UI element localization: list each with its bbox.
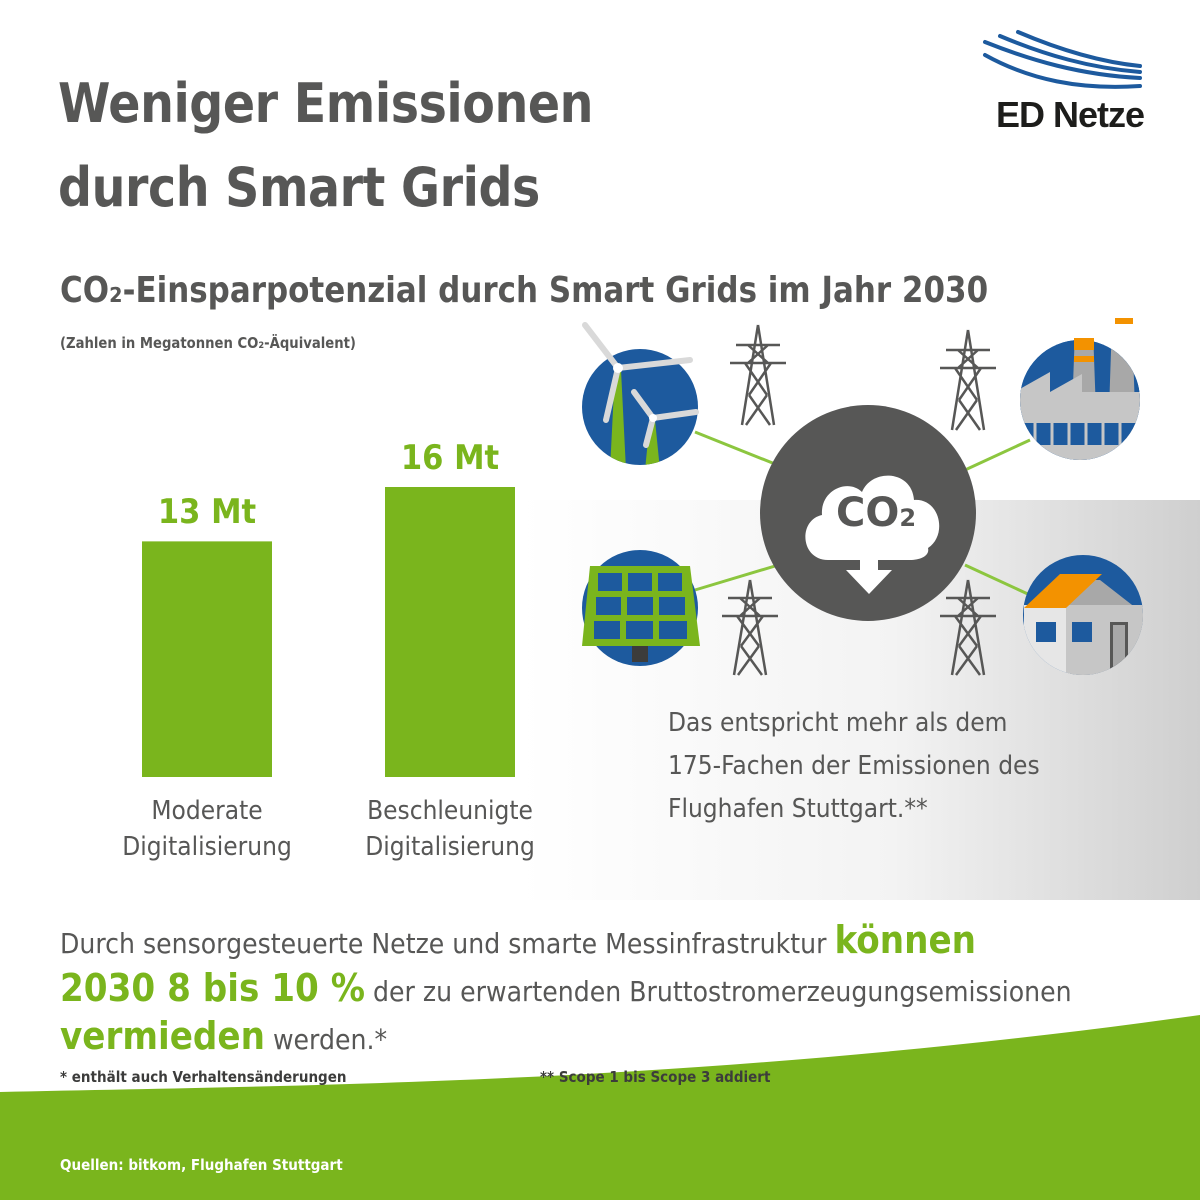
bar-category-label-1: Beschleunigte Digitalisierung <box>365 796 535 862</box>
logo-text: ED Netze <box>996 94 1145 135</box>
bar-value-label-0: 13 Mt <box>157 492 257 532</box>
green-footer-wave <box>0 1015 1200 1200</box>
logo-swoosh-icon <box>983 30 1142 89</box>
chart-title: CO₂-Einsparpotenzial durch Smart Grids i… <box>60 270 989 311</box>
pylon-icon <box>722 324 996 676</box>
wind-turbine-icon <box>582 322 699 465</box>
chart-subtitle: (Zahlen in Megatonnen CO₂-Äquivalent) <box>60 334 356 352</box>
footnote-1: * enthält auch Verhaltensänderungen <box>60 1068 347 1086</box>
page-title-line1: Weniger Emissionen <box>58 72 594 135</box>
page-title-line2: durch Smart Grids <box>58 156 540 219</box>
bar-chart <box>142 487 515 777</box>
footnote-2: ** Scope 1 bis Scope 3 addiert <box>540 1068 771 1086</box>
bar-value-label-1: 16 Mt <box>400 438 500 478</box>
info-text: Das entspricht mehr als dem 175-Fachen d… <box>668 708 1040 824</box>
bar-0 <box>142 541 272 777</box>
bar-1 <box>385 487 515 777</box>
sources-text: Quellen: bitkom, Flughafen Stuttgart <box>60 1156 343 1174</box>
co2-label: CO2 <box>836 490 917 536</box>
co2-cloud-icon <box>760 405 976 621</box>
factory-icon <box>1020 318 1140 460</box>
summary-text: Durch sensorgesteuerte Netze und smarte … <box>60 918 1072 1058</box>
bar-category-label-0: Moderate Digitalisierung <box>122 796 292 862</box>
solar-panel-icon <box>582 550 700 666</box>
